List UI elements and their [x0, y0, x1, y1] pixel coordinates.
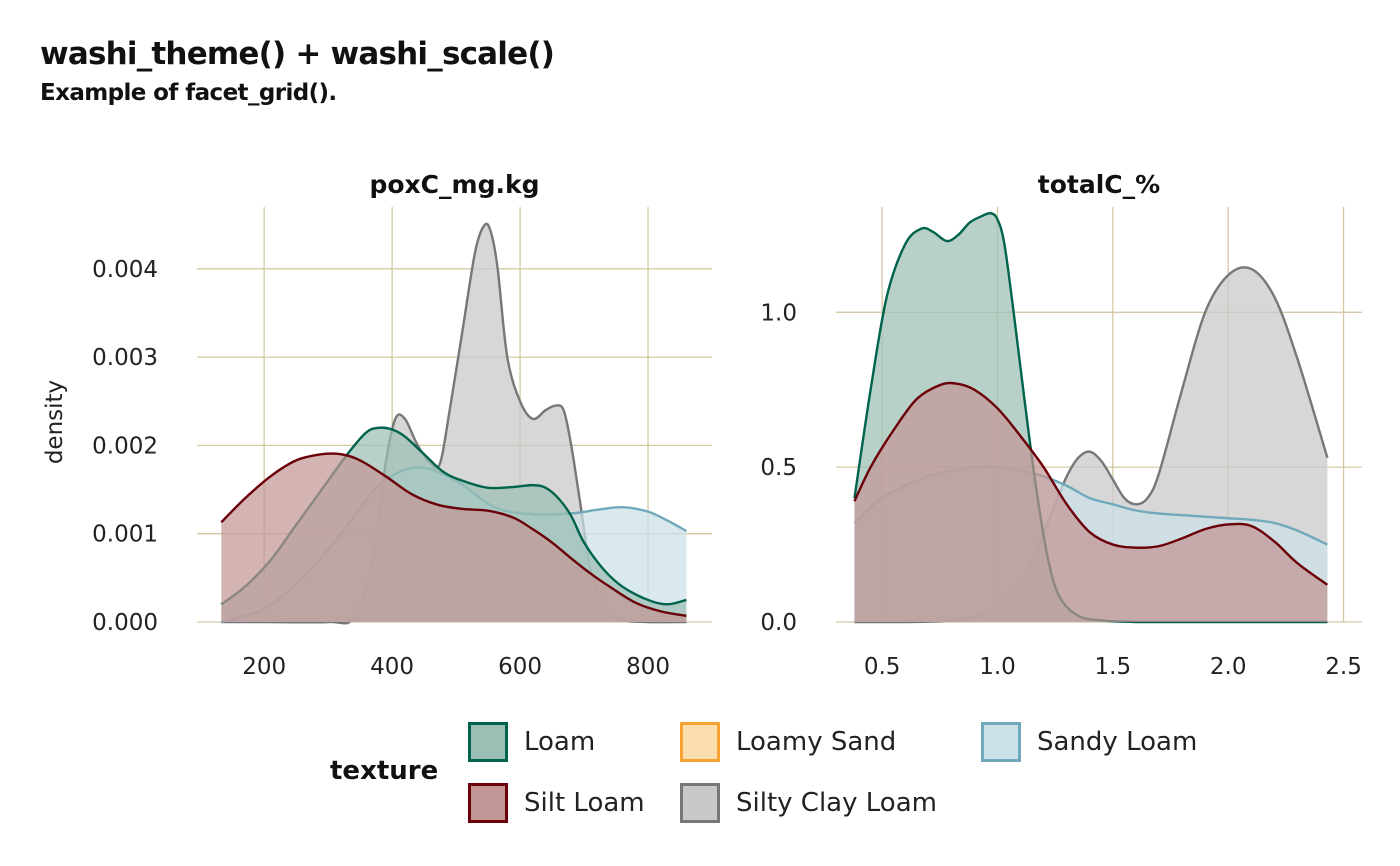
- panel-totalc: totalC_% 0.5 1.0 1.5 2.0 2.5 0.0 0.5 1.0: [760, 170, 1362, 680]
- legend-key-loam: [468, 722, 508, 762]
- legend-key-loamy-sand: [680, 722, 720, 762]
- legend-key-silt-loam: [468, 783, 508, 823]
- x-tick-label: 2.0: [1210, 654, 1247, 680]
- legend-item-loam: Loam: [468, 718, 595, 766]
- y-tick-label: 0.004: [92, 257, 158, 283]
- y-tick-label: 0.003: [92, 345, 158, 371]
- x-tick-label: 1.0: [979, 654, 1016, 680]
- legend-label-loam: Loam: [524, 727, 596, 757]
- legend-item-sandy-loam: Sandy Loam: [981, 718, 1197, 766]
- y-tick-label: 0.002: [92, 433, 158, 459]
- x-tick-label: 600: [498, 654, 542, 680]
- legend-label-silt-loam: Silt Loam: [524, 788, 645, 818]
- x-tick-label: 800: [626, 654, 670, 680]
- x-tick-label: 1.5: [1095, 654, 1132, 680]
- legend-key-sandy-loam: [981, 722, 1021, 762]
- x-tick-label: 200: [242, 654, 286, 680]
- density-area-silt-loam: [221, 453, 687, 622]
- legend-item-silt-loam: Silt Loam: [468, 779, 645, 827]
- y-tick-label: 0.001: [92, 522, 158, 548]
- title-block: washi_theme() + washi_scale() Example of…: [40, 36, 555, 106]
- strip-label: poxC_mg.kg: [369, 170, 539, 199]
- density-line-silt-loam: [853, 381, 1329, 586]
- y-tick-label: 1.0: [760, 300, 797, 326]
- x-tick-label: 0.5: [864, 654, 901, 680]
- legend-label-sandy-loam: Sandy Loam: [1037, 727, 1198, 757]
- y-tick-label: 0.000: [92, 610, 158, 636]
- y-tick-label: 0.0: [760, 610, 797, 636]
- chart-title: washi_theme() + washi_scale(): [40, 36, 555, 72]
- legend: texture Loam Loamy Sand Sandy Loam Silt …: [330, 718, 1250, 828]
- density-line-silt-loam: [220, 452, 687, 618]
- y-tick-label: 0.5: [760, 455, 797, 481]
- strip-label: totalC_%: [1038, 170, 1160, 199]
- x-tick-label: 2.5: [1325, 654, 1362, 680]
- legend-title: texture: [330, 756, 439, 786]
- x-tick-label: 400: [370, 654, 414, 680]
- legend-item-loamy-sand: Loamy Sand: [680, 718, 896, 766]
- legend-label-silty-clay-loam: Silty Clay Loam: [736, 788, 937, 818]
- y-axis-label: density: [42, 380, 68, 464]
- legend-item-silty-clay-loam: Silty Clay Loam: [680, 779, 937, 827]
- chart-subtitle: Example of facet_grid().: [40, 80, 337, 106]
- panel-poxc: poxC_mg.kg 200 400 600 800 0.000 0.001 0.002 0.0…: [92, 170, 712, 680]
- density-area-silt-loam: [854, 382, 1328, 622]
- legend-label-loamy-sand: Loamy Sand: [736, 727, 897, 757]
- legend-key-silty-clay-loam: [680, 783, 720, 823]
